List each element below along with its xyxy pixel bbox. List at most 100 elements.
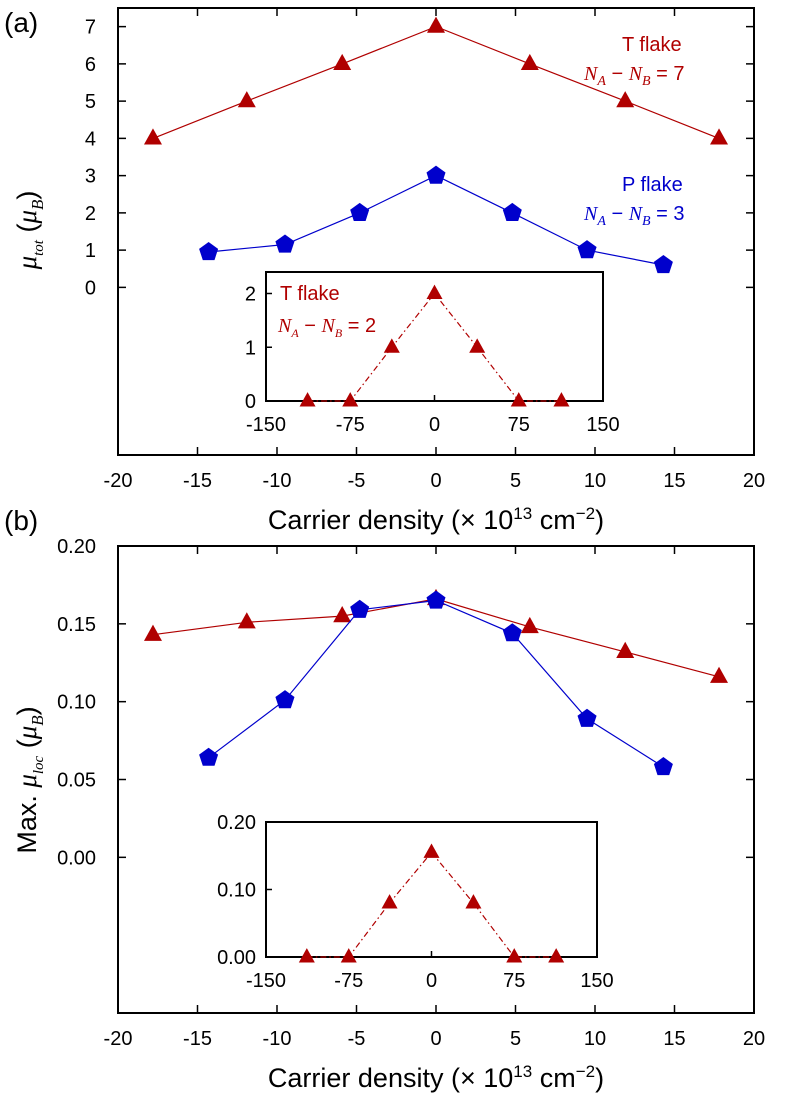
panel-b-label: (b) xyxy=(4,505,38,536)
panel-b-p-flake-point xyxy=(577,708,597,727)
panel-b-xtick-label: -15 xyxy=(183,1028,212,1050)
panel-a-p-flake-point xyxy=(653,255,673,274)
panel-a-p-flake-point xyxy=(502,202,522,221)
panel-a-p-flake-legend-title: P flake xyxy=(622,174,683,196)
panel-b-inset-point xyxy=(423,843,440,858)
panel-a-ytick-label: 3 xyxy=(85,166,96,188)
panel-b-xtick-label: 20 xyxy=(743,1028,765,1050)
panel-b-t-flake-point xyxy=(520,616,539,634)
panel-a-t-flake-point xyxy=(427,16,445,33)
panel-a-t-flake-point xyxy=(520,53,539,71)
panel-b-p-flake-point xyxy=(350,599,370,618)
panel-b-xlabel: Carrier density (× 1013 cm−2) xyxy=(268,1062,604,1093)
panel-a-p-flake-point xyxy=(275,234,295,253)
panel-a-xtick-label: -20 xyxy=(104,470,133,492)
panel-a-inset-point xyxy=(299,392,316,407)
panel-a-xtick-label: 5 xyxy=(510,470,521,492)
panel-b-ytick-label: 0.20 xyxy=(57,536,96,558)
panel-a-inset-point xyxy=(510,392,527,407)
panel-b-t-flake-point xyxy=(333,606,352,623)
panel-b-ytick-label: 0.15 xyxy=(57,614,96,636)
panel-b-t-flake-point xyxy=(710,666,729,683)
panel-b-inset-xtick-label: -75 xyxy=(334,970,363,992)
panel-a-ytick-label: 6 xyxy=(85,54,96,76)
panel-a-inset-title: T flake xyxy=(280,283,340,305)
panel-a-inset-xtick-label: 150 xyxy=(586,414,619,436)
panel-b-inset-ytick-label: 0.20 xyxy=(217,812,256,834)
panel-a-p-flake-point xyxy=(426,165,446,184)
panel-b-inset-frame xyxy=(265,821,598,958)
panel-a-inset-point xyxy=(383,338,400,353)
panel-a-ytick-label: 5 xyxy=(85,91,96,113)
panel-a-inset-point xyxy=(426,284,443,299)
panel-a-xtick-label: -10 xyxy=(263,470,292,492)
panel-a-xtick-label: 10 xyxy=(584,470,606,492)
panel-b-xtick-label: -20 xyxy=(104,1028,133,1050)
panel-a-ytick-label: 7 xyxy=(85,17,96,39)
panel-b-inset-xtick-label: -150 xyxy=(246,970,286,992)
panel-b-inset-xtick-label: 0 xyxy=(426,970,437,992)
panel-a-t-flake-point xyxy=(710,128,729,145)
panel-a-t-flake-annotation: NA − NB = 7 xyxy=(583,63,685,89)
panel-b-inset-point xyxy=(381,894,398,909)
panel-a-ylabel: μtot (μB) xyxy=(12,191,47,271)
panel-b-inset-point xyxy=(298,948,315,963)
panel-a-inset-xtick-label: -75 xyxy=(336,414,365,436)
panel-b-ytick-label: 0.00 xyxy=(57,847,96,869)
panel-b-xtick-label: 5 xyxy=(510,1028,521,1050)
panel-b-inset-point xyxy=(506,948,523,963)
panel-a-p-flake-point xyxy=(577,240,597,259)
panel-b-t-flake-line xyxy=(152,598,720,678)
panel-b-inset-point xyxy=(340,948,357,963)
panel-a-inset-ytick-label: 1 xyxy=(245,337,256,359)
panel-a-xlabel: Carrier density (× 1013 cm−2) xyxy=(268,504,604,535)
panel-a-inset-point xyxy=(342,392,359,407)
panel-a-xtick-label: 0 xyxy=(430,470,441,492)
panel-a-inset-point xyxy=(469,338,486,353)
panel-b-xtick-label: 10 xyxy=(584,1028,606,1050)
panel-b-xtick-label: -10 xyxy=(263,1028,292,1050)
panel-b-inset-ytick-label: 0.10 xyxy=(217,880,256,902)
panel-a-ytick-label: 2 xyxy=(85,203,96,225)
panel-b-t-flake-point xyxy=(143,624,162,641)
panel-b-p-flake-point xyxy=(426,590,446,609)
panel-b-inset-ytick-label: 0.00 xyxy=(217,947,256,969)
panel-a-inset-ytick-label: 2 xyxy=(245,284,256,306)
panel-b-p-flake-point xyxy=(502,623,522,642)
panel-a-inset-xtick-label: 0 xyxy=(429,414,440,436)
panel-b-inset-point xyxy=(548,948,565,963)
panel-b-xtick-label: -5 xyxy=(348,1028,366,1050)
panel-b-p-flake-point xyxy=(653,757,673,776)
panel-b-ytick-label: 0.10 xyxy=(57,692,96,714)
panel-a-p-flake-annotation: NA − NB = 3 xyxy=(583,203,685,229)
panel-b-inset-point xyxy=(465,894,482,909)
panel-a-t-flake-legend-title: T flake xyxy=(622,34,682,56)
panel-b-inset-xtick-label: 75 xyxy=(503,970,525,992)
panel-a-ytick-label: 0 xyxy=(85,277,96,299)
panel-a-inset-ytick-label: 0 xyxy=(245,391,256,413)
panel-a-ytick-label: 4 xyxy=(85,128,96,150)
panel-b-ytick-label: 0.05 xyxy=(57,770,96,792)
panel-b-inset-line xyxy=(306,851,557,958)
panel-b-frame xyxy=(117,545,755,1014)
panel-a-inset-annotation: NA − NB = 2 xyxy=(277,315,376,340)
panel-a-t-flake-point xyxy=(616,91,635,108)
panel-a-inset-line xyxy=(307,292,562,402)
panel-b-ylabel: Max. μloc (μB) xyxy=(12,706,47,853)
panel-a-t-flake-point xyxy=(237,91,256,108)
panel-a-xtick-label: 20 xyxy=(743,470,765,492)
panel-a-ytick-label: 1 xyxy=(85,240,96,262)
panel-a-inset-xtick-label: 75 xyxy=(508,414,530,436)
panel-a-p-flake-point xyxy=(199,242,219,261)
panel-b-p-flake-point xyxy=(199,747,219,766)
panel-a-p-flake-point xyxy=(350,202,370,221)
panel-a-xtick-label: 15 xyxy=(663,470,685,492)
panel-a-xtick-label: -5 xyxy=(348,470,366,492)
panel-a-inset-xtick-label: -150 xyxy=(246,414,286,436)
panel-b-t-flake-point xyxy=(237,612,256,629)
panel-a-inset-point xyxy=(553,392,570,407)
panel-a-label: (a) xyxy=(4,7,38,38)
panel-b-xtick-label: 0 xyxy=(430,1028,441,1050)
panel-b-p-flake-line xyxy=(208,599,664,768)
